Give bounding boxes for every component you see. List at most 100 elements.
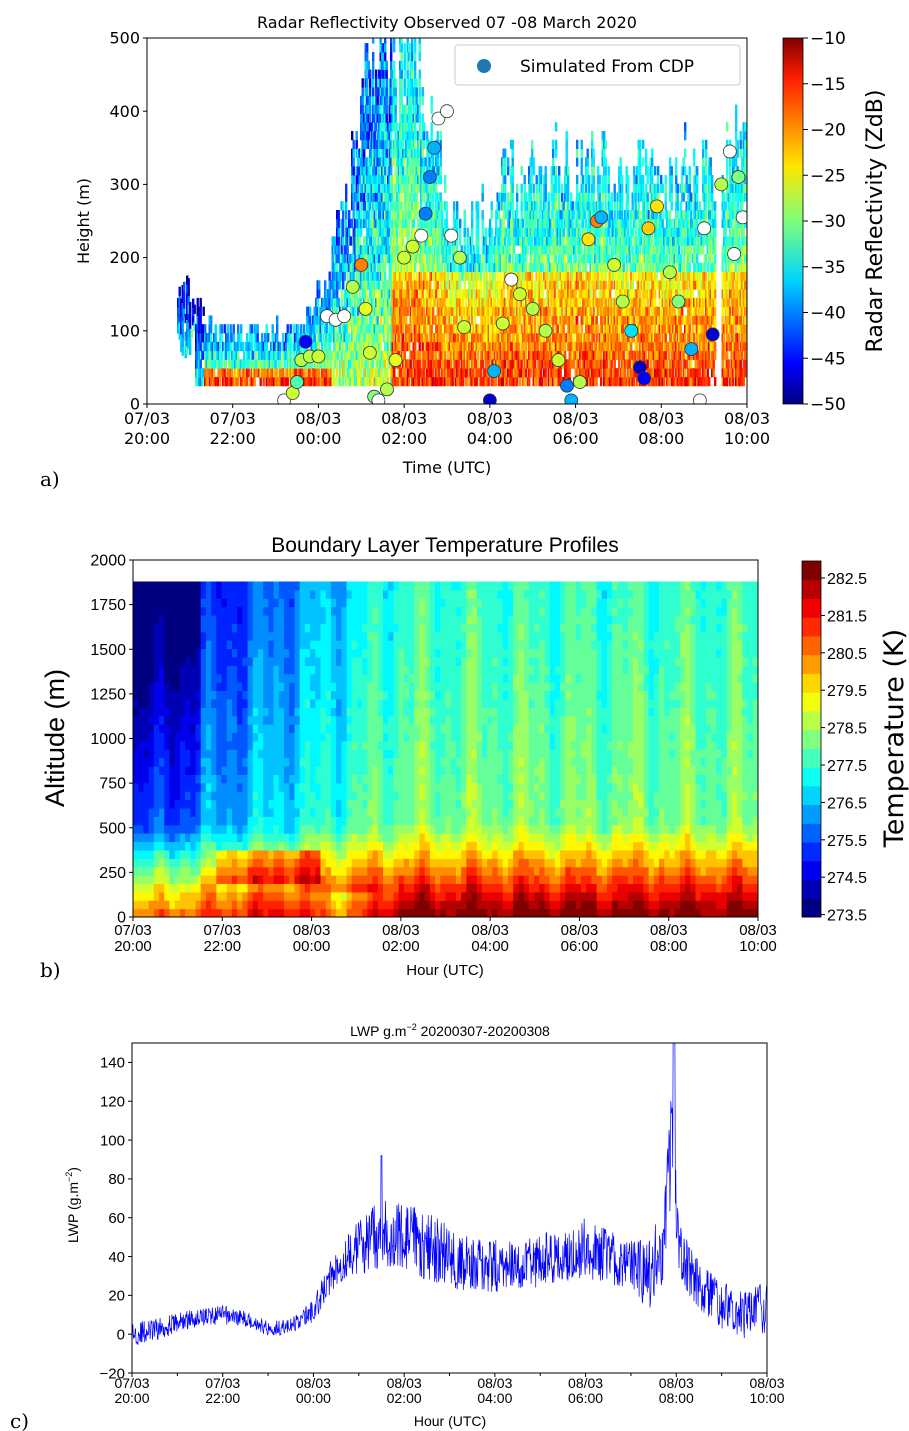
radar-cell: [559, 315, 562, 325]
radar-cell: [409, 87, 412, 97]
radar-cell: [490, 324, 493, 334]
radar-cell: [433, 262, 436, 273]
radar-cell: [258, 368, 261, 378]
radar-cell: [409, 192, 412, 202]
radar-cell: [229, 376, 232, 387]
radar-cell: [400, 43, 403, 53]
radar-cell: [436, 368, 439, 378]
radar-cell: [588, 376, 591, 387]
radar-cell: [511, 174, 514, 185]
radar-cell: [573, 306, 576, 316]
radar-cell: [562, 289, 565, 299]
radar-cell: [312, 315, 315, 325]
radar-cell: [408, 95, 411, 106]
radar-cell: [420, 280, 423, 290]
radar-cell: [340, 227, 343, 237]
radar-cell: [532, 262, 535, 273]
radar-cell: [334, 253, 337, 264]
radar-cell: [550, 183, 553, 193]
radar-cell: [448, 324, 451, 334]
radar-cell: [444, 306, 447, 316]
radar-cell: [331, 376, 334, 387]
radar-cell: [619, 253, 622, 264]
radar-cell: [583, 262, 586, 273]
radar-cell: [328, 332, 331, 343]
radar-cell: [366, 280, 369, 290]
radar-cell: [417, 201, 420, 211]
radar-cell: [283, 341, 286, 352]
radar-cell: [292, 368, 295, 378]
radar-cell: [475, 324, 478, 334]
radar-cell: [549, 297, 552, 308]
radar-cell: [453, 218, 456, 229]
radar-cell: [603, 148, 606, 158]
radar-cell: [411, 148, 414, 158]
radar-cell: [369, 289, 372, 299]
radar-cell: [261, 350, 264, 360]
radar-cell: [607, 289, 610, 299]
radar-cell: [378, 253, 381, 264]
radar-cell: [361, 341, 364, 352]
radar-cell: [388, 262, 391, 273]
radar-cell: [339, 341, 342, 352]
radar-cell: [538, 306, 541, 316]
radar-cell: [415, 95, 418, 106]
radar-cell: [484, 227, 487, 237]
radar-cell: [393, 122, 396, 132]
radar-cell: [616, 227, 619, 237]
radar-cell: [402, 210, 405, 220]
radar-cell: [532, 245, 535, 255]
radar-cell: [370, 157, 373, 167]
radar-cell: [486, 306, 489, 316]
radar-cell: [457, 280, 460, 290]
radar-cell: [435, 271, 438, 281]
radar-cell: [516, 218, 519, 229]
radar-cell: [430, 201, 433, 211]
radar-cell: [592, 315, 595, 325]
radar-cell: [439, 139, 442, 150]
radar-cell: [396, 218, 399, 229]
radar-cell: [369, 253, 372, 264]
radar-cell: [492, 306, 495, 316]
radar-cell: [388, 350, 391, 360]
radar-cell: [492, 324, 495, 334]
radar-cell: [178, 286, 181, 296]
radar-cell: [366, 368, 369, 378]
radar-cell: [438, 350, 441, 360]
radar-cell: [486, 350, 489, 360]
radar-cell: [549, 368, 552, 378]
radar-cell: [550, 359, 553, 369]
radar-cell: [405, 148, 408, 158]
radar-cell: [385, 148, 388, 158]
radar-cell: [234, 350, 237, 360]
radar-cell: [447, 368, 450, 378]
radar-cell: [433, 350, 436, 360]
radar-cell: [319, 359, 322, 369]
radar-cell: [415, 332, 418, 343]
radar-cell: [430, 376, 433, 387]
radar-cell: [591, 297, 594, 308]
radar-cell: [420, 174, 423, 185]
radar-cell: [616, 253, 619, 264]
radar-cell: [373, 104, 376, 114]
panel-a: Radar Reflectivity Observed 07 -08 March…: [40, 13, 888, 491]
radar-cell: [559, 306, 562, 316]
radar-cell: [379, 297, 382, 308]
radar-cell: [391, 297, 394, 308]
radar-cell: [549, 236, 552, 246]
radar-cell: [331, 324, 334, 334]
radar-cell: [441, 227, 444, 237]
radar-cell: [196, 341, 199, 352]
radar-cell: [606, 368, 609, 378]
radar-cell: [517, 359, 520, 369]
radar-cell: [558, 341, 561, 352]
radar-cell: [552, 315, 555, 325]
radar-cell: [343, 324, 346, 334]
radar-cell: [412, 148, 415, 158]
radar-cell: [378, 104, 381, 114]
radar-cell: [520, 280, 523, 290]
radar-cell: [256, 368, 259, 378]
radar-cell: [402, 359, 405, 369]
radar-cell: [396, 289, 399, 299]
radar-cell: [378, 78, 381, 88]
